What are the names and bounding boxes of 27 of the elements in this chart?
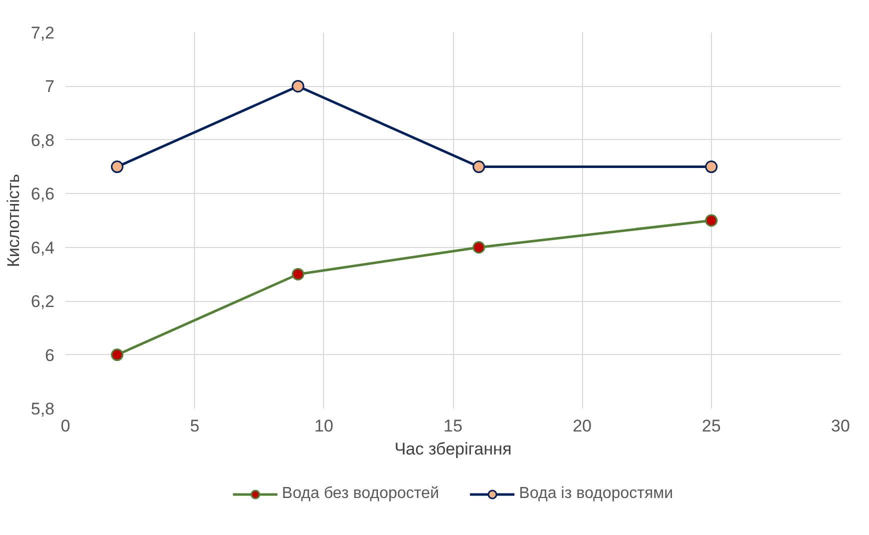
x-tick-label: 10 [314, 416, 334, 436]
point [705, 160, 718, 174]
legend-label: Вода із водоростями [519, 485, 674, 503]
x-tick-label: 5 [190, 416, 200, 436]
x-tick-label: 25 [702, 416, 721, 436]
y-tick-label: 6,6 [30, 184, 55, 204]
y-tick-label: 7 [45, 77, 55, 96]
y-tick-label: 6,8 [30, 130, 55, 150]
y-axis-title: Кислотність [4, 174, 23, 268]
point [472, 160, 486, 174]
x-tick-label: 15 [444, 416, 462, 436]
x-tick-label: 30 [831, 416, 850, 436]
point [110, 160, 124, 174]
point [705, 214, 718, 227]
x-tick-label: 0 [60, 416, 70, 436]
x-tick-label: 20 [572, 416, 592, 436]
y-tick-label: 7,2 [30, 24, 55, 42]
x-axis-title: Час зберігання [394, 440, 512, 458]
point [292, 268, 304, 280]
point [292, 80, 304, 92]
point [472, 241, 486, 254]
y-tick-label: 6,2 [30, 292, 55, 312]
y-tick-label: 6 [45, 346, 55, 365]
y-tick-label: 5,8 [30, 400, 55, 418]
legend-label: Вода без водоростей [282, 485, 440, 503]
y-tick-label: 6,4 [30, 238, 55, 258]
point [110, 348, 124, 362]
